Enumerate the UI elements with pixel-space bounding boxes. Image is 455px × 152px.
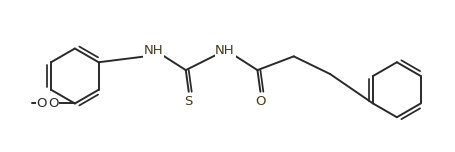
Text: NH: NH — [143, 44, 163, 57]
Text: S: S — [184, 95, 192, 108]
Text: N: N — [143, 46, 153, 59]
Text: O: O — [36, 97, 46, 110]
Text: O: O — [48, 97, 58, 110]
Text: O: O — [255, 95, 265, 108]
Text: NH: NH — [215, 44, 234, 57]
Text: H: H — [149, 45, 157, 55]
